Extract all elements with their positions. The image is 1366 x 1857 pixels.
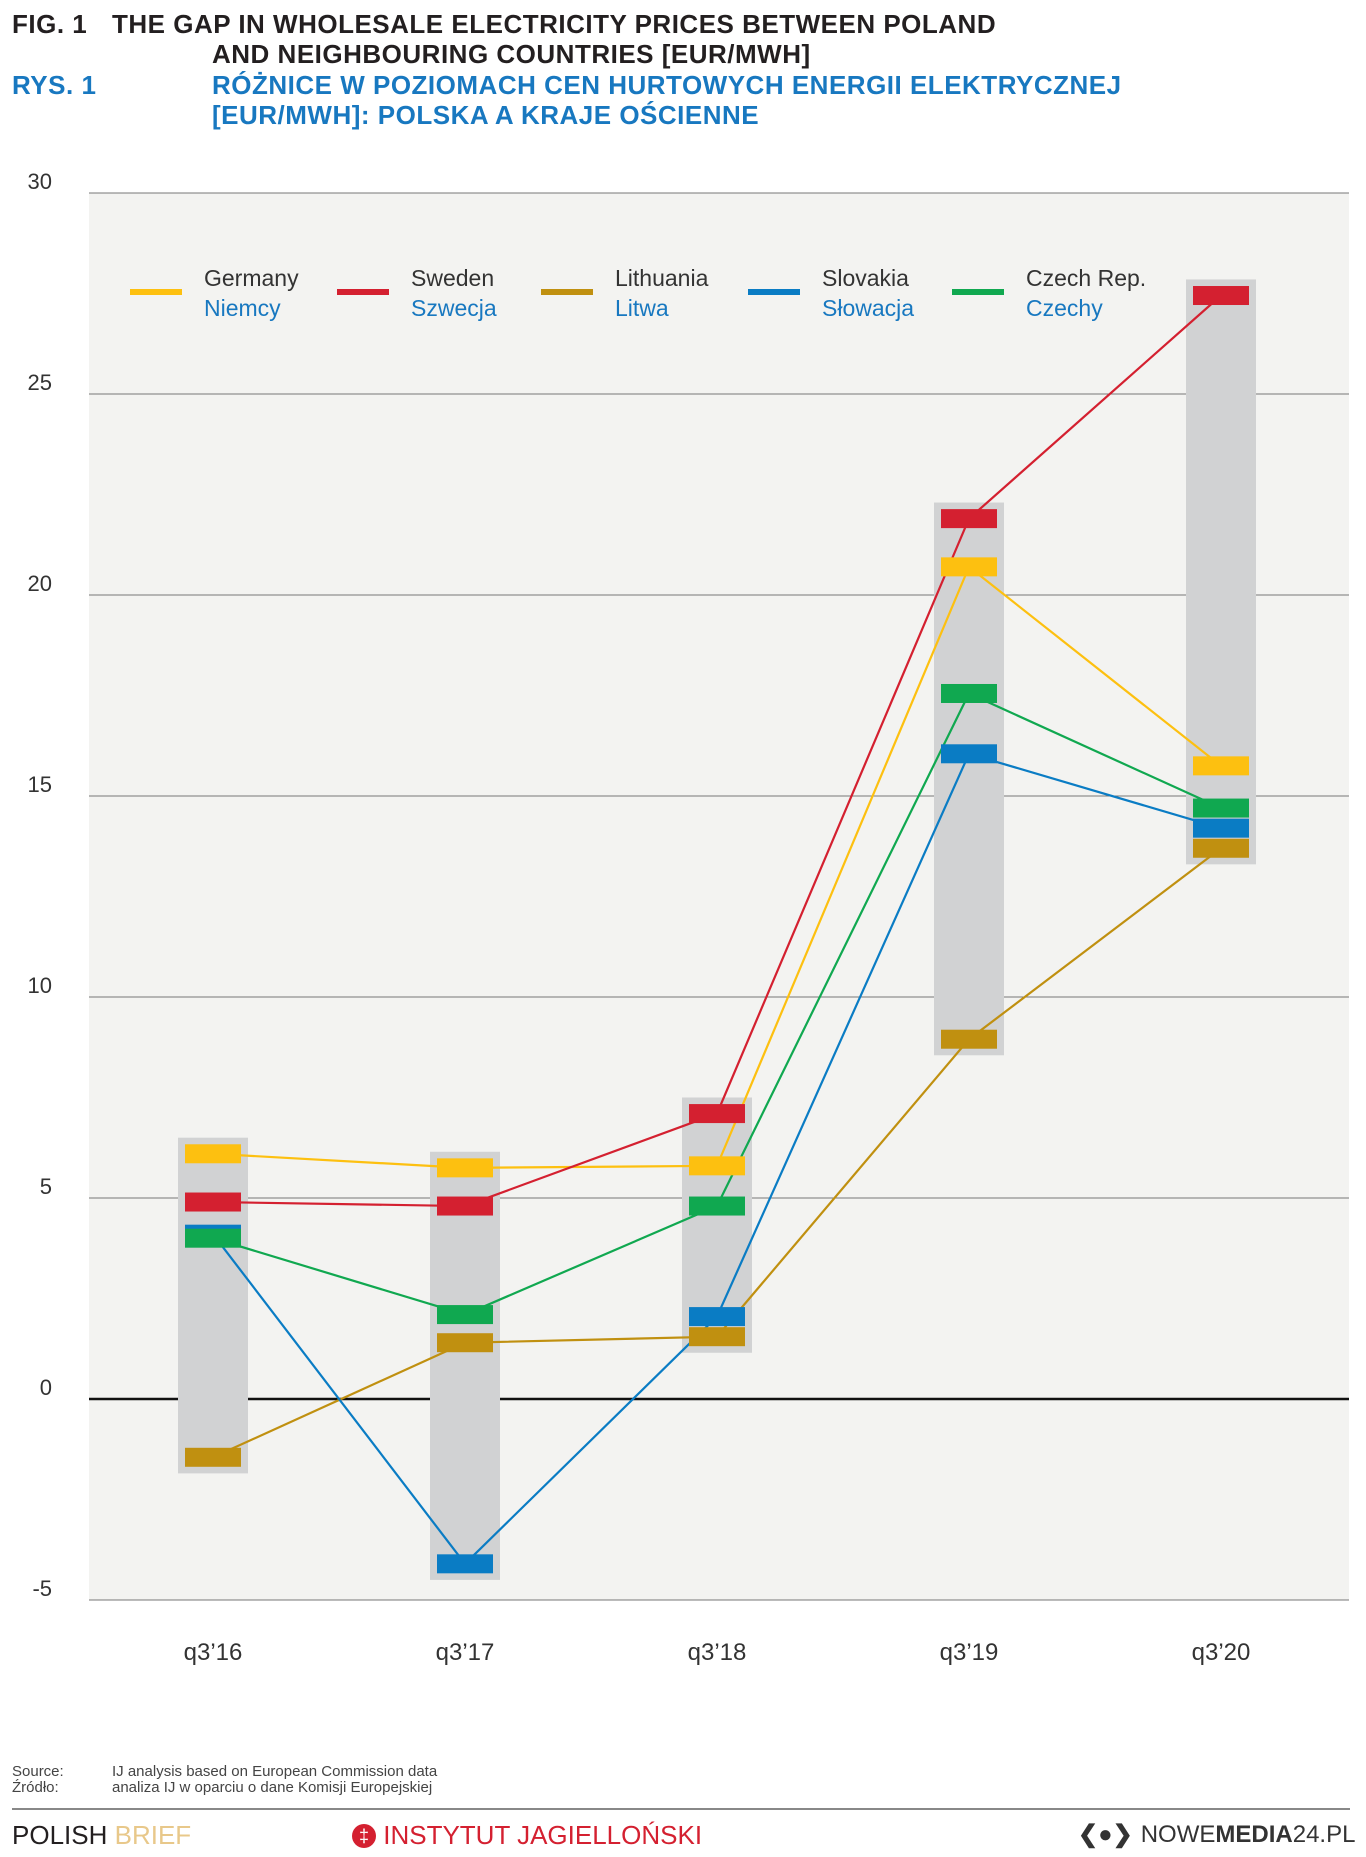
data-marker	[437, 1333, 493, 1353]
range-bar	[1186, 279, 1256, 865]
legend-label-en: Sweden	[411, 265, 494, 291]
data-marker	[185, 1192, 241, 1212]
logo-polish: POLISH	[12, 1820, 108, 1850]
x-tick-label: q3’19	[940, 1639, 999, 1666]
rys-label: RYS. 1	[12, 70, 97, 100]
source-text-pl: analiza IJ w oparciu o dane Komisji Euro…	[112, 1779, 433, 1796]
x-tick-label: q3’18	[688, 1639, 747, 1666]
legend-label-en: Lithuania	[615, 265, 709, 291]
data-marker	[437, 1158, 493, 1178]
data-marker	[437, 1305, 493, 1325]
plot-background	[89, 193, 1349, 1600]
legend-label-en: Germany	[204, 265, 299, 291]
instytut-logo: ‡ INSTYTUT JAGIELLOŃSKI	[352, 1820, 702, 1851]
logo-brief: BRIEF	[114, 1820, 192, 1850]
logo-media: MEDIA	[1215, 1821, 1293, 1848]
y-tick-label: 20	[28, 571, 52, 596]
title-pl-1: RÓŻNICE W POZIOMACH CEN HURTOWYCH ENERGI…	[212, 70, 1122, 100]
data-marker	[1193, 818, 1249, 838]
polish-brief-logo: POLISH BRIEF	[12, 1820, 191, 1851]
y-tick-label: -5	[32, 1576, 52, 1601]
source-label-en: Source:	[12, 1763, 64, 1780]
y-tick-label: 15	[28, 772, 52, 797]
data-marker	[941, 557, 997, 577]
fig-label: FIG. 1	[12, 9, 88, 39]
data-marker	[689, 1196, 745, 1216]
range-bar	[934, 502, 1004, 1056]
title-pl-2: [EUR/MWH]: POLSKA A KRAJE OŚCIENNE	[212, 100, 760, 130]
eye-icon: ❮●❯	[1078, 1821, 1133, 1848]
title-en-1: THE GAP IN WHOLESALE ELECTRICITY PRICES …	[112, 9, 997, 39]
data-marker	[689, 1327, 745, 1347]
data-marker	[941, 1029, 997, 1049]
data-marker	[941, 744, 997, 764]
source-text-en: IJ analysis based on European Commission…	[112, 1763, 438, 1780]
data-marker	[941, 509, 997, 529]
legend-label-en: Czech Rep.	[1026, 265, 1146, 291]
legend-label-pl: Słowacja	[822, 295, 914, 321]
data-marker	[437, 1554, 493, 1574]
data-marker	[1193, 756, 1249, 776]
range-bar	[178, 1137, 248, 1474]
data-marker	[1193, 286, 1249, 306]
legend-label-pl: Szwecja	[411, 295, 497, 321]
data-marker	[437, 1196, 493, 1216]
logo-instytut: INSTYTUT JAGIELLOŃSKI	[383, 1820, 703, 1850]
data-marker	[185, 1144, 241, 1164]
legend-label-pl: Czechy	[1026, 295, 1103, 321]
data-marker	[689, 1156, 745, 1176]
data-marker	[1193, 838, 1249, 858]
y-tick-label: 30	[28, 169, 52, 194]
source-label-pl: Źródło:	[12, 1779, 59, 1796]
y-tick-label: 5	[40, 1174, 52, 1199]
x-tick-label: q3’17	[436, 1639, 495, 1666]
data-marker	[1193, 798, 1249, 818]
chart: 30 25 20 15 10 5 0 -5 q3’16 q3’17 q3’18 q3’19 q3’20 G…	[28, 169, 1349, 1666]
x-tick-label: q3’16	[184, 1639, 243, 1666]
x-tick-label: q3’20	[1192, 1639, 1251, 1666]
range-bar	[430, 1151, 500, 1580]
logo-nowe: NOWE	[1140, 1821, 1216, 1848]
y-tick-label: 0	[40, 1375, 52, 1400]
y-tick-label: 25	[28, 370, 52, 395]
logo-num: 24.PL	[1292, 1821, 1356, 1848]
data-marker	[941, 683, 997, 703]
cross-icon: ‡	[352, 1824, 376, 1848]
legend-label-pl: Litwa	[615, 295, 669, 321]
title-en-2: AND NEIGHBOURING COUNTRIES [EUR/MWH]	[212, 39, 811, 69]
data-marker	[185, 1228, 241, 1248]
legend-label-pl: Niemcy	[204, 295, 281, 321]
y-tick-label: 10	[28, 973, 52, 998]
legend-label-en: Slovakia	[822, 265, 909, 291]
data-marker	[689, 1307, 745, 1327]
data-marker	[185, 1447, 241, 1467]
footer-divider	[12, 1808, 1350, 1810]
nowemedia-logo: ❮●❯ NOWEMEDIA24.PL	[1078, 1820, 1355, 1849]
data-marker	[689, 1104, 745, 1124]
